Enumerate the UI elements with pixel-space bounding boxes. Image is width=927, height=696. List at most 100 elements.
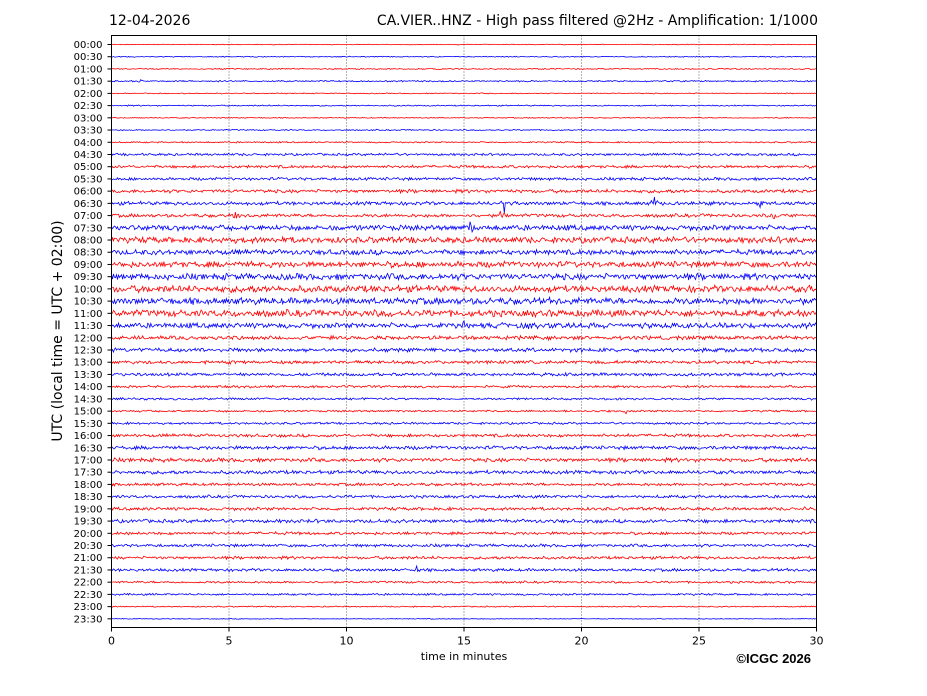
x-tick-label: 30 [810,635,824,648]
trace-row [111,444,817,451]
trace-row [111,92,817,95]
x-tick-label: 0 [108,635,115,648]
y-tick-label: 14:00 [74,382,103,393]
trace-row [111,494,817,500]
y-tick-label: 03:30 [74,126,103,137]
y-tick-label: 13:00 [74,358,103,369]
trace-row [111,530,817,536]
y-tick-label: 12:00 [74,333,103,344]
trace-row [111,456,817,464]
trace-row [111,396,817,401]
y-tick-label: 14:30 [74,394,103,405]
trace-row [111,505,817,512]
trace-row [111,210,817,220]
y-tick-label: 07:30 [74,223,103,234]
x-tick-label: 10 [340,635,354,648]
y-tick-label: 12:30 [74,346,103,357]
trace-row [111,116,817,119]
chart-date: 12-04-2026 [109,13,190,29]
trace-row [111,308,817,319]
trace-row [111,260,817,269]
y-tick-label: 04:00 [74,138,103,149]
y-tick-label: 17:30 [74,468,103,479]
y-tick-label: 05:30 [74,174,103,185]
trace-row [111,469,817,476]
trace-row [111,564,817,573]
y-tick-label: 04:30 [74,150,103,161]
trace-row [111,409,817,415]
trace-row [111,432,817,439]
trace-row [111,384,817,389]
trace-row [111,140,817,144]
trace-row [111,482,817,488]
x-axis-ticks: 0 5 10 15 20 25 30 [108,627,824,648]
trace-row [111,78,817,83]
y-tick-label: 07:00 [74,211,103,222]
trace-row [111,128,817,132]
y-tick-label: 08:30 [74,248,103,259]
y-tick-label: 21:30 [74,565,103,576]
seismic-traces [111,43,817,620]
y-tick-label: 15:30 [74,419,103,430]
trace-row [111,605,817,608]
trace-row [111,196,817,214]
plot-frame [111,35,817,628]
trace-row [111,617,817,620]
x-tick-label: 15 [457,635,471,648]
trace-row [111,67,817,71]
trace-row [111,347,817,354]
y-tick-label: 15:00 [74,407,103,418]
y-tick-label: 17:00 [74,455,103,466]
y-tick-label: 05:00 [74,162,103,173]
y-tick-label: 23:00 [74,602,103,613]
trace-row [111,371,817,377]
trace-row [111,334,817,342]
trace-row [111,248,817,257]
trace-row [111,55,817,58]
trace-row [111,555,817,561]
y-tick-label: 09:00 [74,260,103,271]
trace-row [111,43,817,46]
x-tick-label: 20 [575,635,589,648]
y-tick-label: 23:30 [74,614,103,625]
y-tick-label: 19:30 [74,517,103,528]
y-tick-label: 10:30 [74,297,103,308]
chart-title: CA.VIER..HNZ - High pass filtered @2Hz -… [377,13,818,29]
trace-row [111,580,817,585]
y-tick-label: 16:00 [74,431,103,442]
y-tick-label: 18:00 [74,480,103,491]
y-tick-label: 06:30 [74,199,103,210]
trace-row [111,188,817,195]
y-tick-label: 02:30 [74,101,103,112]
x-tick-label: 5 [226,635,233,648]
y-tick-label: 22:00 [74,578,103,589]
y-tick-label: 01:30 [74,77,103,88]
y-tick-label: 19:00 [74,504,103,515]
y-tick-label: 21:00 [74,553,103,564]
trace-row [111,543,817,549]
trace-row [111,235,817,245]
vertical-gridlines [228,35,700,628]
y-tick-label: 18:30 [74,492,103,503]
y-tick-label: 20:30 [74,541,103,552]
y-tick-label: 11:00 [74,309,103,320]
copyright-credit: ©ICGC 2026 [736,651,811,666]
trace-row [111,295,817,307]
trace-row [111,221,817,234]
trace-row [111,592,817,597]
y-axis-label: UTC (local time = UTC + 02:00) [50,220,66,441]
y-tick-label: 03:00 [74,113,103,124]
x-tick-label: 25 [692,635,706,648]
y-tick-label: 13:30 [74,370,103,381]
trace-row [111,176,817,182]
trace-row [111,319,817,330]
y-tick-label: 02:00 [74,89,103,100]
y-tick-label: 01:00 [74,64,103,75]
trace-row [111,283,817,294]
y-tick-label: 10:00 [74,284,103,295]
trace-row [111,272,817,282]
y-tick-label: 11:30 [74,321,103,332]
y-tick-label: 06:00 [74,187,103,198]
y-tick-label: 16:30 [74,443,103,454]
